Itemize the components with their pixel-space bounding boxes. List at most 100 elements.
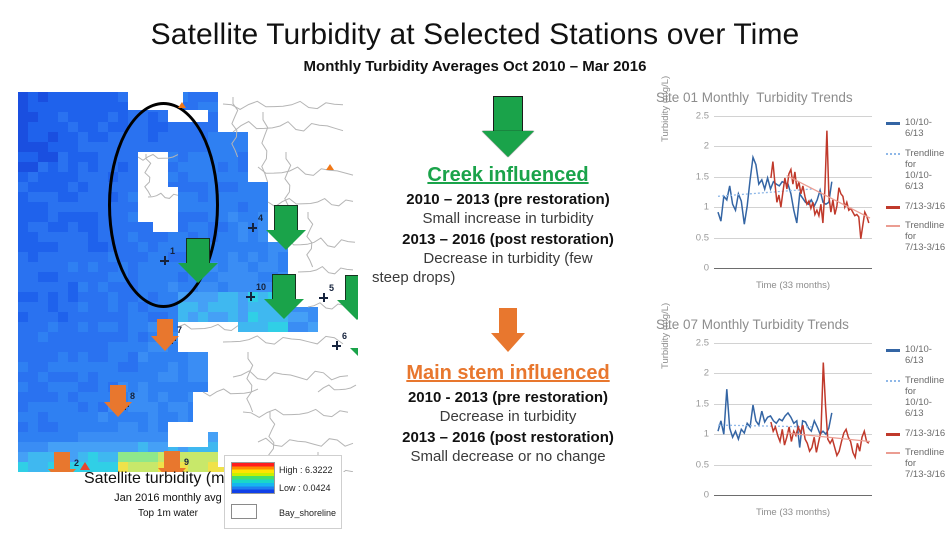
series-path (786, 175, 871, 219)
legend-label: Trendline for 7/13-3/16 (905, 447, 946, 481)
series-path (786, 432, 871, 443)
ytick-label: 1.5 (695, 171, 709, 183)
mainstem-post-finding: Small decrease or no change (410, 448, 606, 465)
ytick-label: 2 (703, 367, 709, 379)
gridline: 2.5 (696, 111, 872, 122)
gridline: 0 (704, 263, 872, 274)
turbidity-map: 14105637829 (18, 92, 358, 472)
station-marker-5[interactable] (319, 293, 328, 302)
map-caption-depth: Top 1m water (137, 508, 199, 519)
orange-down-arrow-icon (372, 308, 644, 356)
legend-label: 7/13-3/16 (905, 427, 946, 439)
legend-shoreline-label: Bay_shoreline (279, 508, 337, 518)
ytick-label: 0 (703, 262, 709, 274)
ytick-label: 2.5 (695, 110, 709, 122)
orange-arrow-icon-8 (104, 385, 132, 418)
legend-swatch (886, 452, 900, 455)
chart-xlabel-0: Time (33 months) (755, 280, 831, 291)
chart-plot-area-0: 0 0.5 1 1.5 2 2.5 (696, 111, 872, 274)
map-caption-title: Satellite turbidity (mg/L) (83, 470, 253, 487)
ytick-label: 1.5 (695, 398, 709, 410)
legend-swatch (886, 225, 900, 228)
creek-section-heading: Creek influenced (427, 164, 589, 186)
legend-swatch (886, 432, 900, 436)
orange-arrow-icon-2 (48, 452, 76, 472)
shoreline-swatch-icon (231, 504, 257, 519)
legend-label: Trendline for 7/13-3/16 (905, 220, 946, 254)
legend-item[interactable]: 7/13-3/16 (886, 427, 950, 440)
legend-label: Trendline for 10/10-6/13 (905, 147, 945, 192)
station-label-1: 1 (170, 246, 176, 256)
ytick-label: 2.5 (695, 337, 709, 349)
station-label-9: 9 (184, 457, 190, 467)
station-label-7: 7 (177, 325, 183, 335)
legend-item[interactable]: 10/10-6/13 (886, 117, 950, 140)
page-title: Satellite Turbidity at Selected Stations… (150, 18, 800, 51)
mainstem-section-heading: Main stem influenced (406, 362, 610, 384)
station-label-6: 6 (342, 331, 348, 341)
legend-item[interactable]: Trendline for 7/13-3/16 (886, 448, 950, 481)
station-label-8: 8 (130, 391, 136, 401)
mainstem-pre-period: 2010 - 2013 (pre restoration) (407, 389, 609, 406)
orange-arrow-icon-9 (158, 451, 186, 472)
gridline: 2.5 (696, 338, 872, 349)
center-findings-column: Creek influenced 2010 – 2013 (pre restor… (372, 96, 644, 465)
station-marker-4[interactable] (248, 223, 257, 232)
legend-item[interactable]: 7/13-3/16 (886, 200, 950, 213)
ytick-label: 1 (703, 201, 709, 213)
legend-item[interactable]: 10/10-6/13 (886, 344, 950, 367)
chart-ylabel-0: Turbidity (mg/L) (660, 75, 671, 142)
landmark-icon (326, 164, 334, 170)
orange-arrow-icon-7 (151, 319, 179, 352)
creek-pre-period: 2010 – 2013 (pre restoration) (406, 191, 610, 208)
legend-label: Trendline for 10/10-6/13 (905, 374, 945, 419)
ytick-label: 0.5 (695, 232, 709, 244)
station-marker-10[interactable] (246, 292, 255, 301)
creek-pre-finding: Small increase in turbidity (422, 210, 594, 227)
creek-post-finding-cont: steep drops) (372, 269, 456, 286)
gridline: 1.5 (696, 398, 872, 409)
map-legend: High : 6.3222 Low : 0.0424 Bay_shoreline (224, 455, 342, 529)
station-2-triangle-icon (80, 462, 90, 470)
gridline: 0.5 (696, 459, 872, 470)
gridline: 1.5 (696, 171, 872, 182)
chart-title-0: Site 01 Monthly Turbidity Trends (656, 90, 853, 105)
green-arrow-icon-10 (264, 274, 304, 320)
site-01-chart: Site 01 Monthly Turbidity Trends Turbidit… (648, 76, 950, 305)
legend-item[interactable]: Trendline for 10/10-6/13 (886, 147, 950, 193)
creek-post-period: 2013 – 2016 (post restoration) (402, 231, 614, 248)
gridline: 2 (704, 368, 872, 379)
series-path (770, 362, 870, 460)
legend-label: 10/10-6/13 (905, 344, 932, 366)
legend-high-value: High : 6.3222 (279, 465, 333, 475)
ytick-label: 1 (703, 428, 709, 440)
legend-label: 7/13-3/16 (905, 200, 946, 212)
station-label-2: 2 (74, 458, 80, 468)
color-ramp-icon (231, 462, 275, 494)
gridline: 0.5 (696, 232, 872, 243)
creek-post-finding: Decrease in turbidity (few (423, 250, 593, 267)
legend-swatch (886, 152, 900, 155)
chart-title-1: Site 07 Monthly Turbidity Trends (656, 317, 849, 332)
legend-item[interactable]: Trendline for 10/10-6/13 (886, 374, 950, 420)
legend-item[interactable]: Trendline for 7/13-3/16 (886, 221, 950, 254)
green-arrow-icon-4 (266, 205, 306, 251)
gridline: 2 (704, 141, 872, 152)
station-marker-6[interactable] (332, 341, 341, 350)
legend-label: 10/10-6/13 (905, 117, 932, 139)
map-caption-date: Jan 2016 monthly avg (114, 492, 222, 504)
legend-swatch (886, 205, 900, 209)
chart-xlabel-1: Time (33 months) (755, 507, 831, 518)
station-marker-1[interactable] (160, 256, 169, 265)
gridline: 0 (704, 490, 872, 501)
green-arrow-icon-1 (178, 238, 218, 284)
chart-ylabel-1: Turbidity (mg/L) (660, 302, 671, 369)
ytick-label: 0 (703, 489, 709, 501)
green-down-arrow-icon (372, 96, 644, 158)
ytick-label: 0.5 (695, 459, 709, 471)
mainstem-post-period: 2013 – 2016 (post restoration) (402, 429, 614, 446)
mainstem-pre-finding: Decrease in turbidity (439, 408, 577, 425)
site-07-chart: Site 07 Monthly Turbidity Trends Turbidit… (648, 303, 950, 532)
legend-low-value: Low : 0.0424 (279, 483, 331, 493)
